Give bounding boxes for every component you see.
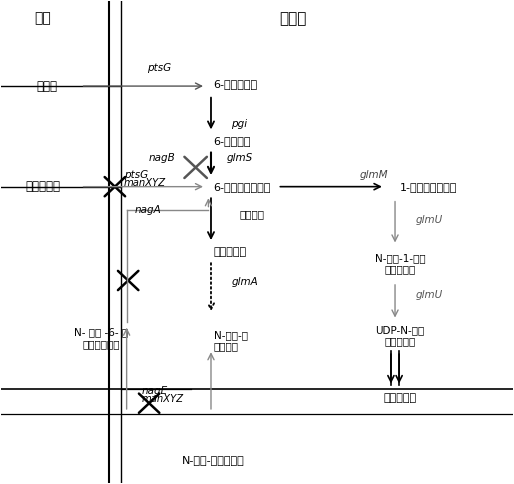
Text: ptsG: ptsG [123, 169, 148, 180]
Text: glmU: glmU [415, 290, 443, 300]
Text: N- 乙酰 -6- 磷
酸氨基葡萄糖: N- 乙酰 -6- 磷 酸氨基葡萄糖 [74, 328, 128, 349]
Text: 氨基葡萄糖: 氨基葡萄糖 [26, 180, 61, 193]
Text: manXYZ: manXYZ [141, 394, 183, 404]
Text: glmM: glmM [359, 169, 388, 180]
Text: 6-磷酸氨基葡萄糖: 6-磷酸氨基葡萄糖 [213, 182, 271, 192]
Text: glmS: glmS [226, 153, 252, 163]
Text: pgi: pgi [231, 119, 248, 129]
Text: glmA: glmA [231, 277, 258, 287]
Text: 氨基葡萄糖: 氨基葡萄糖 [213, 247, 247, 257]
Text: N-乙酰-1-磷酸
氨基葡萄糖: N-乙酰-1-磷酸 氨基葡萄糖 [375, 253, 426, 274]
Text: 细胞质: 细胞质 [279, 11, 306, 26]
Text: nagE: nagE [141, 386, 168, 396]
Text: N-乙酰-氨
基葡萄糖: N-乙酰-氨 基葡萄糖 [213, 330, 248, 351]
Text: 6-磷酸葡萄糖: 6-磷酸葡萄糖 [213, 79, 258, 89]
Text: manXYZ: manXYZ [123, 178, 166, 188]
Text: 1-磷酸氨基葡萄糖: 1-磷酸氨基葡萄糖 [400, 182, 457, 192]
Text: N-乙酰-氨基葡萄糖: N-乙酰-氨基葡萄糖 [182, 455, 245, 466]
Text: glmU: glmU [415, 215, 443, 226]
Text: 胞外: 胞外 [34, 11, 51, 25]
Text: 磷酸化酶: 磷酸化酶 [239, 209, 264, 219]
Text: UDP-N-乙酰
氨基葡萄糖: UDP-N-乙酰 氨基葡萄糖 [376, 325, 425, 347]
Text: nagA: nagA [134, 205, 161, 214]
Text: 细胞壁组分: 细胞壁组分 [383, 393, 417, 403]
Text: ptsG: ptsG [147, 63, 171, 73]
Text: 6-磷酸果糖: 6-磷酸果糖 [213, 136, 251, 146]
Text: 葡萄糖: 葡萄糖 [37, 79, 58, 92]
Text: nagB: nagB [149, 153, 175, 163]
